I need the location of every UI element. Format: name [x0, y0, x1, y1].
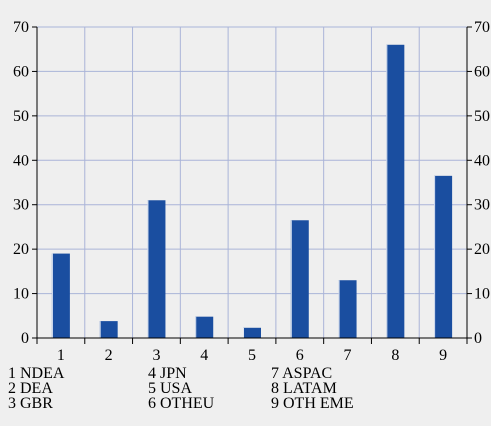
legend-item: 8 LATAM [271, 380, 337, 397]
bar [434, 175, 453, 338]
y-tick-label-right: 70 [474, 19, 490, 36]
category-legend: 1 NDEA 2 DEA 3 GBR 4 JPN 5 USA 6 OTHEU 7… [8, 366, 478, 426]
y-tick-label-left: 70 [13, 19, 29, 36]
x-tick-label: 6 [296, 347, 304, 364]
y-tick-label-left: 50 [13, 108, 29, 125]
y-tick-label-right: 30 [474, 197, 490, 214]
bar-chart: 0 10 20 30 40 50 60 70 0 10 20 30 40 50 60 70 1 2 3 4 5 6 7 8 9 [13, 19, 490, 364]
x-tick-label: 7 [344, 347, 352, 364]
y-tick-label-right: 60 [474, 63, 490, 80]
y-tick-label-left: 10 [13, 286, 29, 303]
bar [51, 253, 70, 338]
axes [32, 26, 472, 344]
bar [99, 321, 118, 338]
legend-item: 4 JPN [148, 365, 187, 382]
legend-item: 1 NDEA [8, 365, 65, 382]
x-tick-label: 8 [391, 347, 399, 364]
y-tick-label-right: 0 [474, 330, 482, 347]
legend-item: 3 GBR [8, 395, 53, 412]
bar [243, 327, 261, 338]
x-tick-label: 5 [248, 347, 256, 364]
bars [51, 44, 453, 339]
y-tick-label-left: 20 [13, 241, 29, 258]
legend-column-1: 1 NDEA 2 DEA 3 GBR [8, 365, 65, 412]
legend-item: 7 ASPAC [271, 365, 333, 382]
y-tick-label-right: 40 [474, 152, 490, 169]
bar [290, 220, 309, 338]
y-tick-label-right: 20 [474, 241, 490, 258]
y-tick-label-right: 50 [474, 108, 490, 125]
y-tick-label-left: 60 [13, 63, 29, 80]
y-tick-label-left: 40 [13, 152, 29, 169]
x-tick-label: 1 [57, 347, 65, 364]
y-tick-label-left: 30 [13, 197, 29, 214]
y-tick-label-left: 0 [21, 330, 29, 347]
x-tick-label: 3 [152, 347, 160, 364]
tick-labels: 0 10 20 30 40 50 60 70 0 10 20 30 40 50 60 70 1 2 3 4 5 6 7 8 9 [13, 19, 490, 364]
bar [338, 280, 357, 338]
legend-item: 9 OTH EME [271, 395, 354, 412]
x-tick-label: 4 [200, 347, 208, 364]
y-tick-label-right: 10 [474, 286, 490, 303]
legend-column-3: 7 ASPAC 8 LATAM 9 OTH EME [271, 365, 354, 412]
grid-lines [37, 26, 467, 338]
bar [147, 200, 166, 338]
x-tick-label: 9 [439, 347, 447, 364]
legend-item: 2 DEA [8, 380, 53, 397]
legend-item: 6 OTHEU [148, 395, 215, 412]
bar [386, 44, 405, 339]
bar [195, 316, 214, 338]
x-tick-label: 2 [105, 347, 113, 364]
legend-item: 5 USA [148, 380, 193, 397]
legend-column-2: 4 JPN 5 USA 6 OTHEU [148, 365, 215, 412]
